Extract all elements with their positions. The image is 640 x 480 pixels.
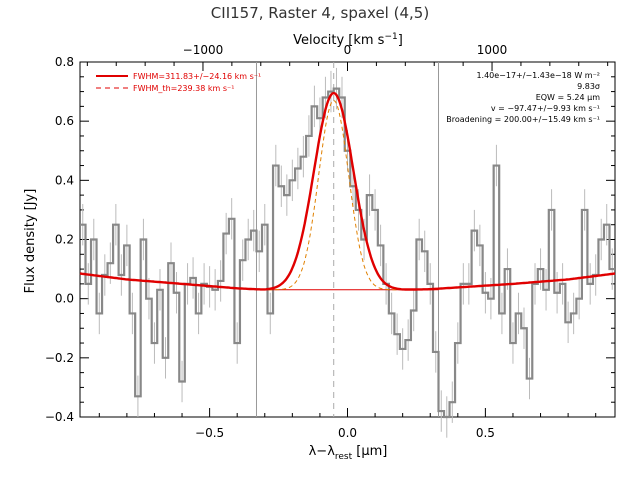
top-tick-label: 1000 [477, 43, 508, 57]
chart-title: CII157, Raster 4, spaxel (4,5) [211, 4, 429, 22]
plot-area: −0.5 0.0 0.5 −1000 0 1000 −0.4 −0.2 0.0 0.2 0.4 0.6… [45, 43, 616, 440]
x-tick-label: 0.0 [338, 426, 357, 440]
thermal-profile-curve [79, 99, 616, 291]
y-tick-label: −0.2 [45, 351, 74, 365]
top-tick-label: −1000 [183, 43, 224, 57]
y-axis-label: Flux density [Jy] [23, 189, 38, 294]
legend-fit-label: FWHM=311.83+/−24.16 km s⁻¹ [133, 72, 261, 81]
top-tick-label: 0 [344, 43, 352, 57]
fit-annotation: EQW = 5.24 μm [536, 93, 600, 102]
x-axis-label: λ−λrest [μm] [309, 444, 388, 462]
legend-thermal-label: FWHM_th=239.38 km s⁻¹ [133, 84, 234, 93]
y-tick-label: 0.0 [55, 292, 74, 306]
fit-annotation: v = −97.47+/−9.93 km s⁻¹ [491, 104, 600, 113]
y-tick-label: 0.2 [55, 233, 74, 247]
spectrum-histogram [80, 87, 615, 419]
y-tick-label: 0.4 [55, 173, 74, 187]
x-tick-label: 0.5 [476, 426, 495, 440]
x-tick-label: −0.5 [195, 426, 224, 440]
y-tick-label: −0.4 [45, 410, 74, 424]
fit-annotation: 1.40e−17+/−1.43e−18 W m⁻² [476, 71, 600, 80]
y-tick-label: 0.6 [55, 114, 74, 128]
fit-annotation: Broadening = 200.00+/−15.49 km s⁻¹ [446, 115, 600, 124]
y-tick-label: 0.8 [55, 55, 74, 69]
fit-annotation: 9.83σ [577, 82, 600, 91]
gaussian-fit-curve [79, 91, 616, 291]
top-axis-label: Velocity [km s−1] [293, 32, 403, 48]
